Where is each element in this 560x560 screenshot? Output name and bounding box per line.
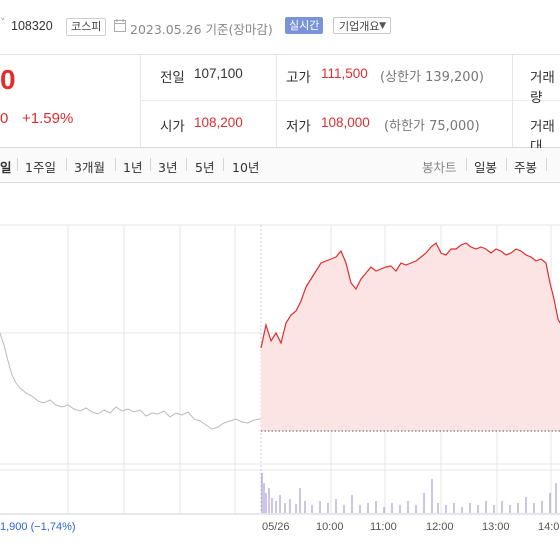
x-tick-label: 12:00	[426, 521, 454, 533]
price-area-fill	[261, 243, 560, 431]
prev-day-line	[0, 332, 262, 430]
calendar-icon	[114, 19, 126, 32]
current-price: 0	[0, 64, 16, 95]
x-tick-label: 11:00	[370, 521, 397, 533]
period-tab-1year[interactable]: 1년	[123, 160, 143, 175]
high-label: 고가	[286, 70, 311, 86]
change-amount: 0	[0, 110, 9, 127]
price-panel	[0, 55, 560, 148]
prev-close-label: 전일	[160, 70, 185, 86]
market-badge: 코스피	[66, 18, 107, 36]
period-tab-day[interactable]: 일	[0, 160, 12, 175]
realtime-button[interactable]: 실시간	[285, 17, 324, 34]
x-tick-label: 14:0	[538, 521, 560, 533]
price-line	[260, 242, 560, 349]
period-tab-5year[interactable]: 5년	[195, 160, 215, 175]
company-overview-button[interactable]: 기업개요 ▼	[333, 17, 391, 34]
chevron-down-icon: ▼	[379, 21, 386, 31]
divider	[223, 158, 224, 171]
period-tab-1week[interactable]: 1주일	[25, 160, 56, 175]
high-value: 111,500	[321, 66, 368, 81]
period-tab-10year[interactable]: 10년	[232, 160, 260, 175]
low-label: 저가	[286, 119, 311, 135]
chart-type-candle[interactable]: 봉차트	[422, 160, 457, 175]
x-tick-label: 05/26	[262, 521, 290, 533]
divider	[512, 55, 513, 147]
divider	[186, 158, 187, 171]
lower-limit: (하한가 75,000)	[384, 119, 480, 134]
chart-type-daily[interactable]: 일봉	[474, 160, 498, 175]
period-tab-3year[interactable]: 3년	[158, 160, 178, 175]
intraday-chart[interactable]	[0, 183, 560, 560]
low-value: 108,000	[321, 115, 370, 130]
open-label: 시가	[160, 119, 185, 135]
prev-day-change-label: 1,900 (−1,74%)	[0, 521, 76, 533]
open-value: 108,200	[194, 115, 243, 130]
period-tab-3month[interactable]: 3개월	[74, 160, 105, 175]
divider	[150, 158, 151, 171]
divider	[546, 158, 547, 171]
x-tick-label: 13:00	[482, 521, 510, 533]
divider	[276, 55, 277, 147]
divider	[141, 100, 560, 101]
company-overview-label: 기업개요	[339, 20, 380, 33]
x-tick-label: 10:00	[316, 521, 344, 533]
divider	[140, 55, 141, 147]
stock-selector-caret-icon[interactable]: ˅	[0, 16, 6, 29]
upper-limit: (상한가 139,200)	[380, 70, 484, 85]
volume-label: 거래량	[530, 70, 555, 106]
divider	[66, 158, 67, 171]
volume-bars	[261, 473, 557, 513]
prev-close-value: 107,100	[194, 66, 243, 81]
chart-type-weekly[interactable]: 주봉	[514, 160, 538, 175]
change-rate: +1.59%	[22, 110, 74, 127]
date-label: 2023.05.26 기준(장마감)	[130, 22, 273, 37]
divider	[506, 158, 507, 171]
stock-code: 108320	[11, 19, 53, 33]
divider	[115, 158, 116, 171]
stock-header	[0, 0, 560, 55]
divider	[466, 158, 467, 171]
divider	[17, 158, 18, 171]
